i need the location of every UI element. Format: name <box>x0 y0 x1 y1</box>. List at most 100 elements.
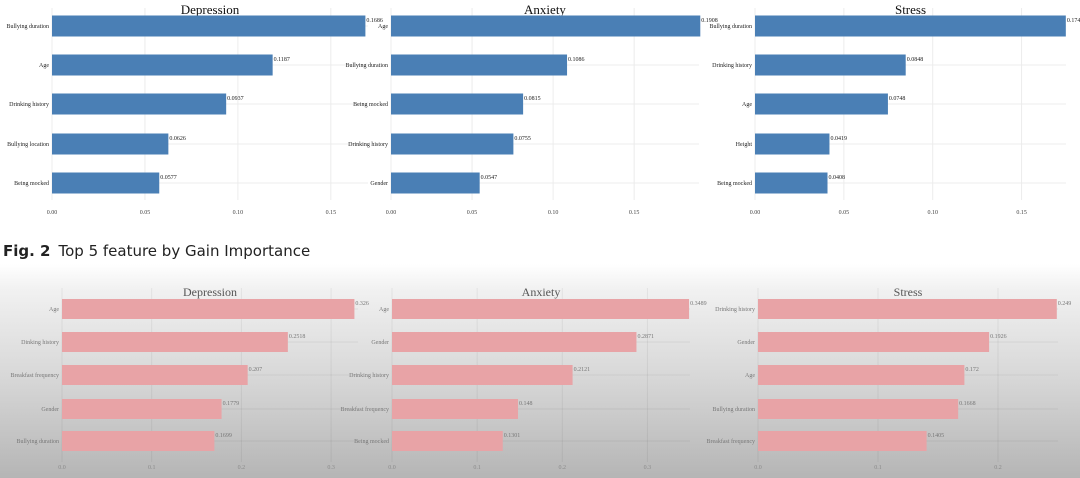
value-label: 0.0755 <box>514 136 531 142</box>
x-tick-label: 0.15 <box>629 210 640 216</box>
bar-gender <box>758 332 990 352</box>
bar-height <box>755 133 830 155</box>
bar-bullying-location <box>52 133 169 155</box>
value-label: 0.207 <box>249 367 263 373</box>
x-tick-label: 0.1 <box>874 465 882 471</box>
value-label: 0.1908 <box>701 18 718 24</box>
category-label: Being mocked <box>14 181 49 187</box>
value-label: 0.2871 <box>637 334 654 340</box>
x-tick-label: 0.05 <box>140 210 151 216</box>
bar-age <box>755 93 888 115</box>
x-tick-label: 0.0 <box>754 465 762 471</box>
fig2-panel-anxiety: Anxiety Age 0.1908 Bullying duration 0.1086 B… <box>346 2 718 216</box>
category-label: Bullying duration <box>7 24 50 30</box>
caption-label: Fig. 2 <box>3 242 51 260</box>
figure-3-chart: Depression Age 0.326 Dinking history 0.2518 B… <box>11 285 1072 471</box>
bar-breakfast-frequency <box>758 431 927 451</box>
fig2-panel-stress: Stress Bullying duration 0.1749 Drinking hi… <box>710 2 1080 216</box>
category-label: Gender <box>370 181 388 187</box>
fig3-panel-anxiety: Anxiety Age 0.3489 Gender 0.2871 Drinking his… <box>341 285 707 471</box>
x-tick-label: 0.2 <box>238 465 246 471</box>
value-label: 0.1301 <box>504 433 521 439</box>
bar-breakfast-frequency <box>392 399 519 419</box>
bar-gender <box>391 172 480 194</box>
bar-drinking-history <box>52 93 227 115</box>
bar-drinking-history <box>391 133 514 155</box>
category-label: Drinking history <box>712 63 752 69</box>
value-label: 0.172 <box>965 367 979 373</box>
bar-bullying-duration <box>391 54 568 76</box>
category-label: Bullying location <box>7 142 49 148</box>
bar-being-mocked <box>755 172 828 194</box>
category-label: Drinking history <box>715 307 755 313</box>
figure-caption: Fig. 2 Top 5 feature by Gain Importance <box>3 240 310 262</box>
category-label: Height <box>736 142 753 148</box>
x-tick-label: 0.15 <box>326 210 337 216</box>
x-tick-label: 0.10 <box>548 210 559 216</box>
category-label: Bullying duration <box>710 24 753 30</box>
category-label: Dinking history <box>21 340 59 346</box>
fig2-panel-depression: Depression Bullying duration 0.1686 Age 0.11… <box>7 2 383 216</box>
category-label: Breakfast frequency <box>707 438 755 445</box>
bar-age <box>758 365 965 385</box>
caption-text: Top 5 feature by Gain Importance <box>58 242 311 260</box>
category-label: Age <box>378 24 388 30</box>
bar-age <box>62 299 355 319</box>
category-label: Being mocked <box>353 102 388 108</box>
x-tick-label: 0.10 <box>927 210 938 216</box>
category-label: Being mocked <box>717 181 752 187</box>
bar-drinking-history <box>755 54 906 76</box>
value-label: 0.1749 <box>1067 18 1080 24</box>
category-label: Bullying duration <box>346 63 389 69</box>
value-label: 0.2518 <box>289 334 306 340</box>
value-label: 0.0547 <box>481 175 498 181</box>
x-tick-label: 0.3 <box>644 465 652 471</box>
value-label: 0.1668 <box>959 401 976 407</box>
chart-title: Depression <box>181 2 240 17</box>
x-tick-label: 0.00 <box>386 210 397 216</box>
category-label: Gender <box>371 340 389 346</box>
bar-bullying-duration <box>755 15 1066 37</box>
x-tick-label: 0.1 <box>148 465 156 471</box>
category-label: Breakfast frequency <box>11 372 59 379</box>
bar-age <box>52 54 273 76</box>
fig3-panel-depression: Depression Age 0.326 Dinking history 0.2518 B… <box>11 285 369 471</box>
bar-bullying-duration <box>758 399 959 419</box>
value-label: 0.148 <box>519 401 533 407</box>
category-label: Drinking history <box>349 373 389 379</box>
value-label: 0.2121 <box>574 367 591 373</box>
value-label: 0.1699 <box>215 433 232 439</box>
category-label: Drinking history <box>348 142 388 148</box>
bar-drinking-history <box>392 365 573 385</box>
bar-bullying-duration <box>62 431 215 451</box>
x-tick-label: 0.05 <box>467 210 478 216</box>
x-tick-label: 0.2 <box>559 465 567 471</box>
x-tick-label: 0.15 <box>1016 210 1027 216</box>
value-label: 0.0626 <box>169 136 186 142</box>
value-label: 0.326 <box>355 301 369 307</box>
bar-bullying-duration <box>52 15 366 37</box>
bar-gender <box>392 332 637 352</box>
bar-age <box>392 299 690 319</box>
fig3-panel-stress: Stress Drinking history 0.249 Gender 0.1926 A… <box>707 285 1072 471</box>
value-label: 0.1926 <box>990 334 1007 340</box>
x-tick-label: 0.00 <box>750 210 761 216</box>
value-label: 0.0577 <box>160 175 177 181</box>
bar-being-mocked <box>52 172 160 194</box>
category-label: Breakfast frequency <box>341 406 389 413</box>
category-label: Age <box>379 307 389 313</box>
bar-age <box>391 15 701 37</box>
chart-title: Anxiety <box>524 2 566 17</box>
category-label: Drinking history <box>9 102 49 108</box>
value-label: 0.0937 <box>227 96 244 102</box>
x-tick-label: 0.2 <box>994 465 1002 471</box>
value-label: 0.1686 <box>366 18 383 24</box>
value-label: 0.3489 <box>690 301 707 307</box>
category-label: Bullying duration <box>17 439 60 445</box>
category-label: Being mocked <box>354 439 389 445</box>
chart-title: Anxiety <box>522 285 561 299</box>
bar-breakfast-frequency <box>62 365 248 385</box>
x-tick-label: 0.1 <box>473 465 481 471</box>
category-label: Age <box>49 307 59 313</box>
